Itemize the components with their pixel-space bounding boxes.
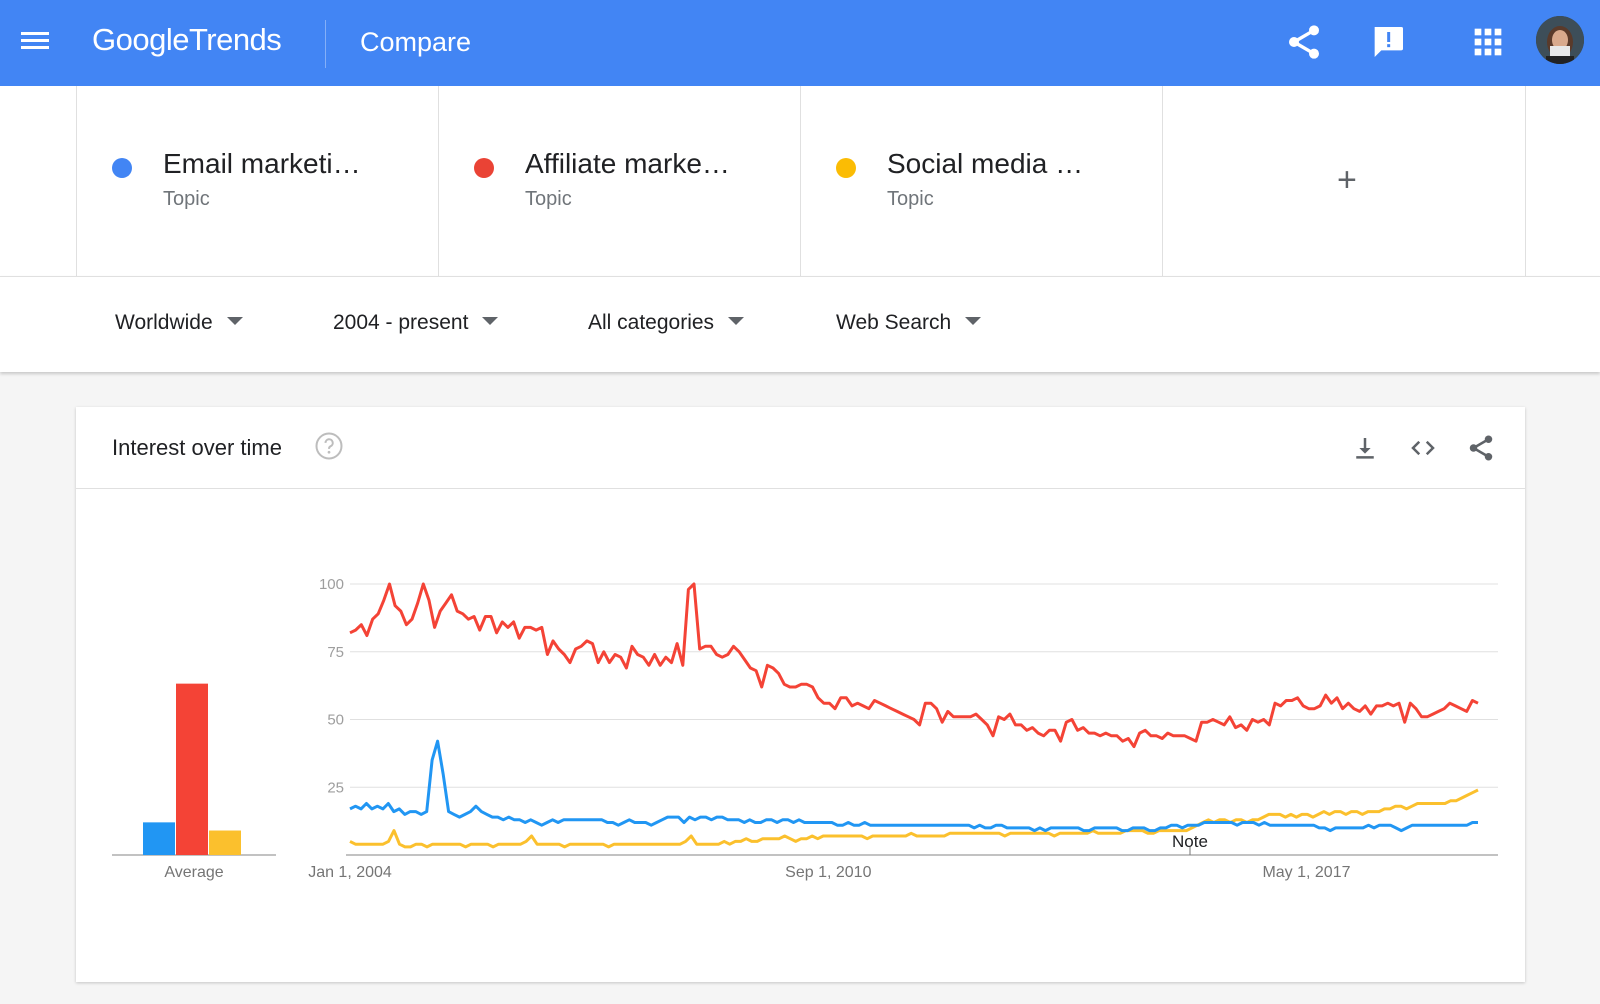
share-icon[interactable] (1284, 22, 1324, 62)
search-type-dropdown[interactable]: Web Search (836, 311, 982, 335)
term-card-1[interactable]: Email marketi… Topic (76, 86, 438, 276)
y-tick-label: 25 (327, 779, 344, 796)
series-line (349, 788, 1479, 849)
search-type-label: Web Search (836, 311, 952, 334)
share-icon[interactable] (1466, 433, 1496, 463)
app-header: GoogleTrends Compare (0, 0, 1600, 86)
dropdown-arrow-icon (728, 317, 745, 326)
compare-terms-bar: Email marketi… Topic Affiliate marke… To… (0, 86, 1600, 276)
series-line (349, 582, 1479, 749)
x-tick-label: Jan 1, 2004 (308, 864, 392, 881)
embed-icon[interactable] (1408, 433, 1438, 463)
region-dropdown[interactable]: Worldwide (115, 311, 243, 335)
line-chart: 100 75 50 25 Jan 1, 2004 Sep 1, 2010 May 1, 2… (308, 576, 1498, 881)
term-name: Email marketi… (163, 148, 361, 179)
term-type: Topic (163, 188, 210, 210)
term-card-2[interactable]: Affiliate marke… Topic (438, 86, 800, 276)
x-tick-label: Sep 1, 2010 (785, 864, 871, 881)
interest-over-time-chart: Average 100 75 50 25 Jan 1, 2004 Sep 1, 2010… (112, 576, 1498, 881)
header-divider (325, 20, 326, 68)
y-tick-label: 100 (319, 576, 344, 593)
avatar[interactable] (1536, 16, 1584, 64)
average-bar (143, 822, 175, 855)
add-term-card[interactable]: + (1162, 86, 1526, 276)
dropdown-arrow-icon (965, 317, 982, 326)
average-label: Average (164, 864, 223, 881)
download-icon[interactable] (1350, 433, 1380, 463)
feedback-icon[interactable] (1368, 22, 1408, 62)
region-label: Worldwide (115, 311, 213, 334)
apps-icon[interactable] (1468, 22, 1508, 62)
term-color-dot (112, 158, 132, 178)
chart-annotation[interactable]: Note (1172, 832, 1208, 855)
annotation-note[interactable]: Note (1172, 832, 1208, 851)
term-color-dot (474, 158, 494, 178)
dropdown-arrow-icon (226, 317, 243, 326)
average-bar (176, 683, 208, 855)
help-icon[interactable] (314, 431, 344, 461)
menu-icon[interactable] (20, 28, 50, 58)
y-tick-label: 50 (327, 712, 344, 729)
dropdown-arrow-icon (482, 317, 499, 326)
term-type: Topic (887, 188, 934, 210)
term-name: Affiliate marke… (525, 148, 730, 179)
page-title: Compare (360, 27, 472, 57)
logo-trends: Trends (188, 22, 282, 57)
time-range-dropdown[interactable]: 2004 - present (333, 311, 499, 335)
term-name: Social media … (887, 148, 1084, 179)
term-color-dot (836, 158, 856, 178)
term-card-3[interactable]: Social media … Topic (800, 86, 1162, 276)
category-label: All categories (588, 311, 715, 334)
series-line (349, 739, 1478, 833)
x-tick-label: May 1, 2017 (1262, 864, 1350, 881)
filters-bar: Worldwide 2004 - present All categories … (0, 276, 1600, 372)
time-range-label: 2004 - present (333, 311, 469, 334)
average-bar (209, 830, 241, 855)
google-trends-logo[interactable]: GoogleTrends (92, 22, 282, 58)
term-type: Topic (525, 188, 572, 210)
card-header: Interest over time (76, 407, 1525, 489)
add-term-button[interactable]: + (1337, 161, 1357, 199)
average-bar-chart: Average (112, 683, 276, 881)
logo-google: Google (92, 22, 189, 57)
y-tick-label: 75 (327, 644, 344, 661)
category-dropdown[interactable]: All categories (588, 311, 745, 335)
card-title: Interest over time (112, 435, 282, 460)
interest-over-time-card: Interest over time Average 100 75 50 25 Jan… (76, 407, 1525, 982)
